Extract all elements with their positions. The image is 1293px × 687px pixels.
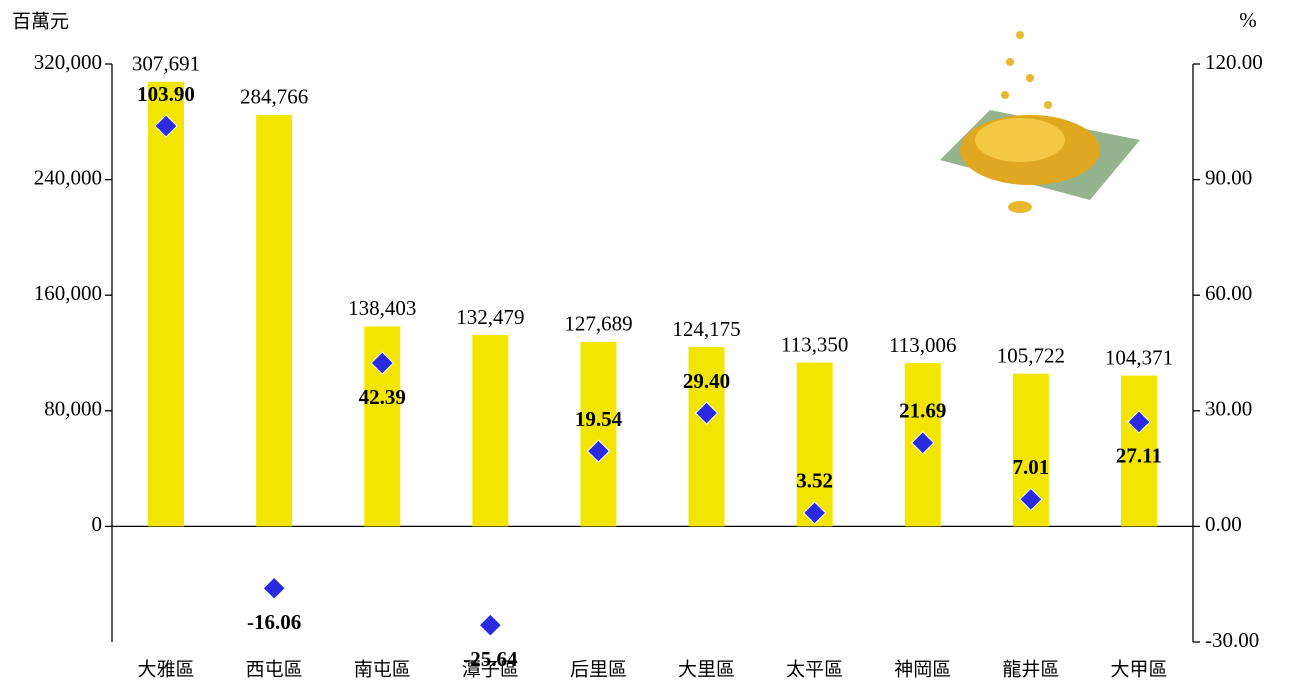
- x-tick-label: 神岡區: [894, 659, 951, 681]
- line-value-label: -25.64: [463, 647, 518, 671]
- bar: [580, 341, 617, 527]
- bar-value-label: 113,350: [781, 332, 848, 356]
- bar-value-label: 124,175: [672, 317, 740, 341]
- diamond-marker: [586, 439, 611, 463]
- y2-axis-label: %: [1239, 8, 1257, 32]
- y-tick-label: 320,000: [34, 50, 102, 74]
- diamond-marker: [262, 576, 286, 600]
- bar-value-label: 127,689: [564, 312, 632, 336]
- line-value-label: 21.69: [899, 399, 946, 423]
- y-axis-label: 百萬元: [12, 11, 69, 33]
- diamond-marker: [370, 351, 394, 375]
- bar: [796, 362, 833, 527]
- bar: [688, 346, 725, 527]
- diamond-marker: [1019, 487, 1043, 512]
- diamond-marker: [802, 501, 827, 525]
- y-tick-label: 80,000: [44, 397, 102, 421]
- bar-value-label: 284,766: [240, 85, 308, 109]
- y2-tick-label: 0.00: [1205, 512, 1242, 536]
- x-tick-label: 南屯區: [354, 659, 411, 681]
- line-value-label: 29.40: [683, 369, 730, 393]
- bar: [1120, 375, 1157, 527]
- bar: [472, 334, 509, 527]
- x-tick-label: 大雅區: [138, 659, 195, 681]
- x-tick-label: 潭子區: [462, 659, 519, 681]
- x-tick-label: 太平區: [786, 659, 843, 681]
- line-value-label: -16.06: [247, 610, 301, 634]
- coins-illustration: [940, 31, 1140, 213]
- y2-tick-label: 30.00: [1205, 397, 1252, 421]
- line-value-label: 42.39: [359, 385, 406, 409]
- bar-value-label: 104,371: [1105, 345, 1173, 369]
- x-tick-label: 龍井區: [1002, 659, 1059, 681]
- bar-value-label: 138,403: [348, 296, 416, 320]
- diamond-marker: [1127, 410, 1151, 434]
- line-value-label: 3.52: [796, 469, 833, 493]
- y2-tick-label: 60.00: [1205, 281, 1252, 305]
- bar-value-label: 105,722: [997, 343, 1065, 367]
- bar-value-label: 307,691: [132, 52, 200, 76]
- bar-value-label: 132,479: [456, 305, 524, 329]
- x-tick-label: 后里區: [570, 659, 627, 681]
- y-tick-label: 160,000: [34, 281, 102, 305]
- x-tick-label: 西屯區: [246, 659, 303, 681]
- diamond-marker: [694, 401, 719, 425]
- line-value-label: 27.11: [1116, 444, 1162, 468]
- bar: [256, 114, 293, 527]
- y2-tick-label: -30.00: [1205, 628, 1259, 652]
- y2-tick-label: 120.00: [1205, 50, 1263, 74]
- bar-value-label: 113,006: [889, 333, 956, 357]
- diamond-marker: [911, 431, 935, 455]
- diamond-marker: [478, 613, 503, 637]
- line-value-label: 19.54: [575, 407, 623, 431]
- line-value-label: 103.90: [137, 82, 195, 106]
- y-tick-label: 240,000: [34, 165, 102, 189]
- x-tick-label: 大里區: [678, 659, 735, 681]
- y-tick-label: 0: [92, 512, 103, 536]
- bar: [148, 81, 185, 527]
- x-tick-label: 大甲區: [1110, 659, 1167, 681]
- diamond-marker: [154, 114, 178, 138]
- line-value-label: 7.01: [1012, 455, 1049, 479]
- y2-tick-label: 90.00: [1205, 165, 1252, 189]
